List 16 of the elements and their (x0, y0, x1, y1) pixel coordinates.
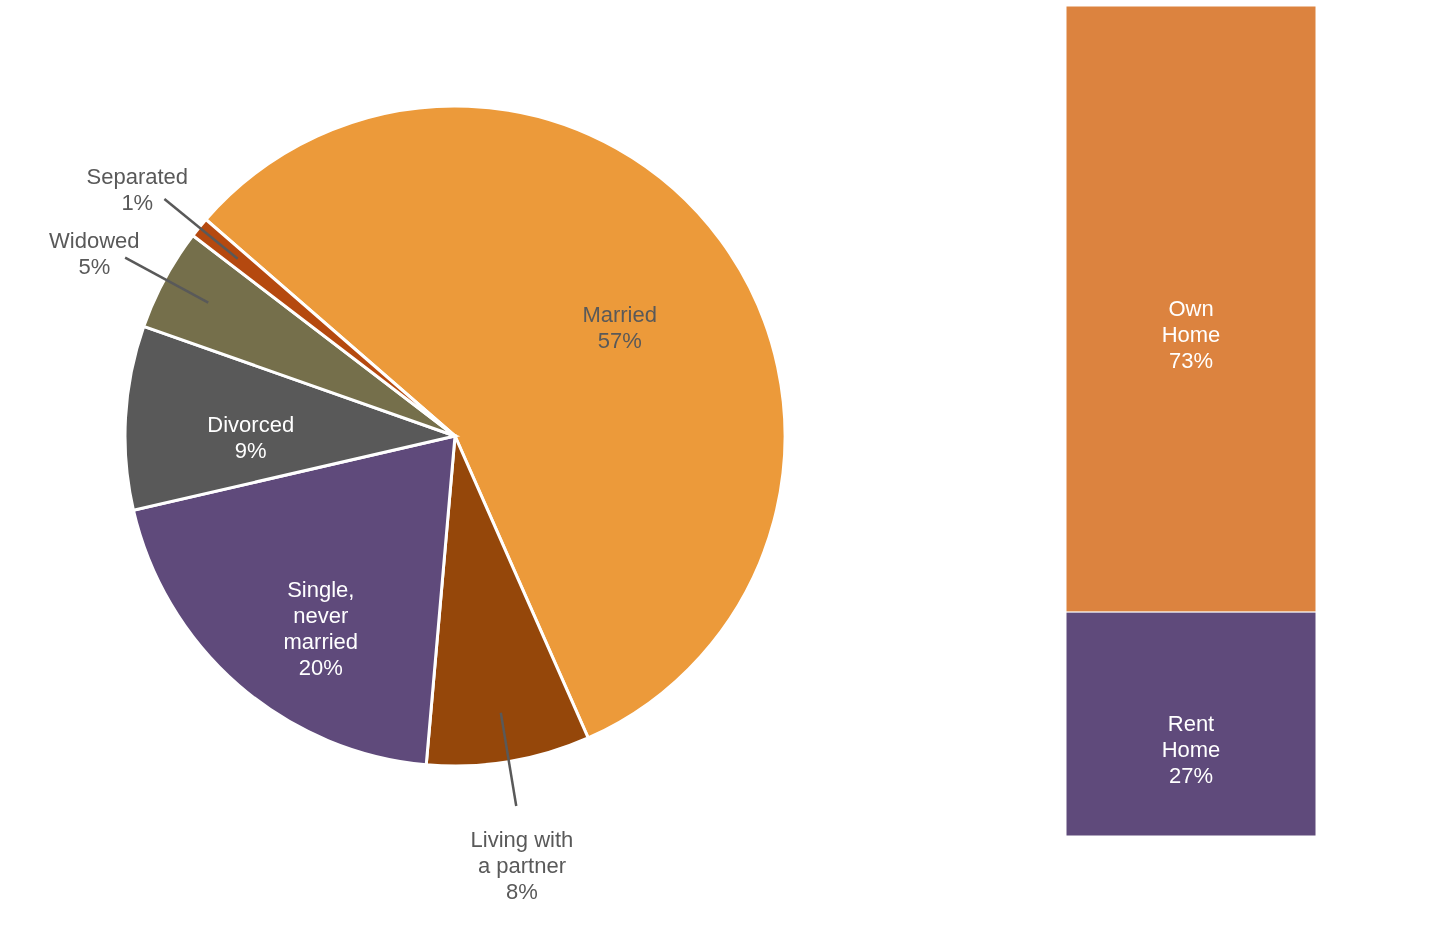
data-label: 73% (1168, 347, 1214, 373)
slice-label: Living with a partner (470, 827, 574, 879)
data-label: 57% (597, 327, 642, 353)
slice-label: Separated (86, 163, 189, 189)
data-label: 27% (1168, 762, 1214, 788)
series-label: Rent Home (1161, 710, 1221, 762)
series-label: Own Home (1161, 295, 1221, 347)
slice-label: Single, never married (283, 577, 359, 655)
data-label: 9% (234, 437, 267, 463)
slice-label: Widowed (49, 227, 140, 253)
data-label: 5% (78, 253, 111, 279)
slice-label: Divorced (207, 411, 295, 437)
slice-label: Married (582, 301, 657, 327)
data-label: 8% (506, 879, 538, 905)
data-label: 20% (298, 655, 343, 681)
data-label: 1% (121, 189, 154, 215)
